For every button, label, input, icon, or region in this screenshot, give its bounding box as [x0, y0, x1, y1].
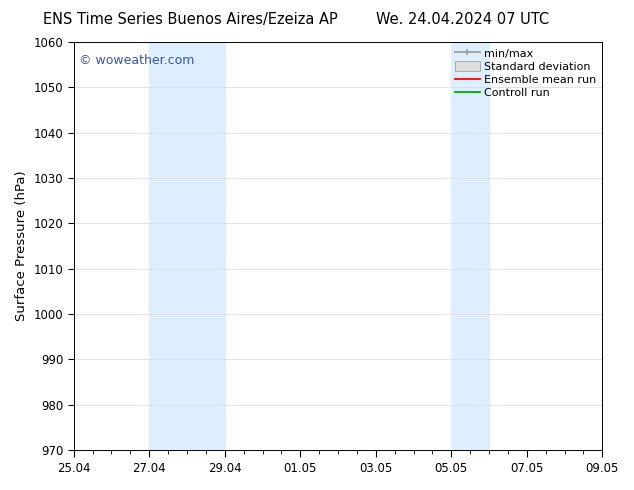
Legend: min/max, Standard deviation, Ensemble mean run, Controll run: min/max, Standard deviation, Ensemble me… [451, 44, 600, 103]
Text: We. 24.04.2024 07 UTC: We. 24.04.2024 07 UTC [376, 12, 550, 27]
Bar [451, 42, 489, 450]
Text: ENS Time Series Buenos Aires/Ezeiza AP: ENS Time Series Buenos Aires/Ezeiza AP [43, 12, 337, 27]
Text: © woweather.com: © woweather.com [79, 54, 195, 67]
Y-axis label: Surface Pressure (hPa): Surface Pressure (hPa) [15, 171, 28, 321]
Bar [149, 42, 224, 450]
